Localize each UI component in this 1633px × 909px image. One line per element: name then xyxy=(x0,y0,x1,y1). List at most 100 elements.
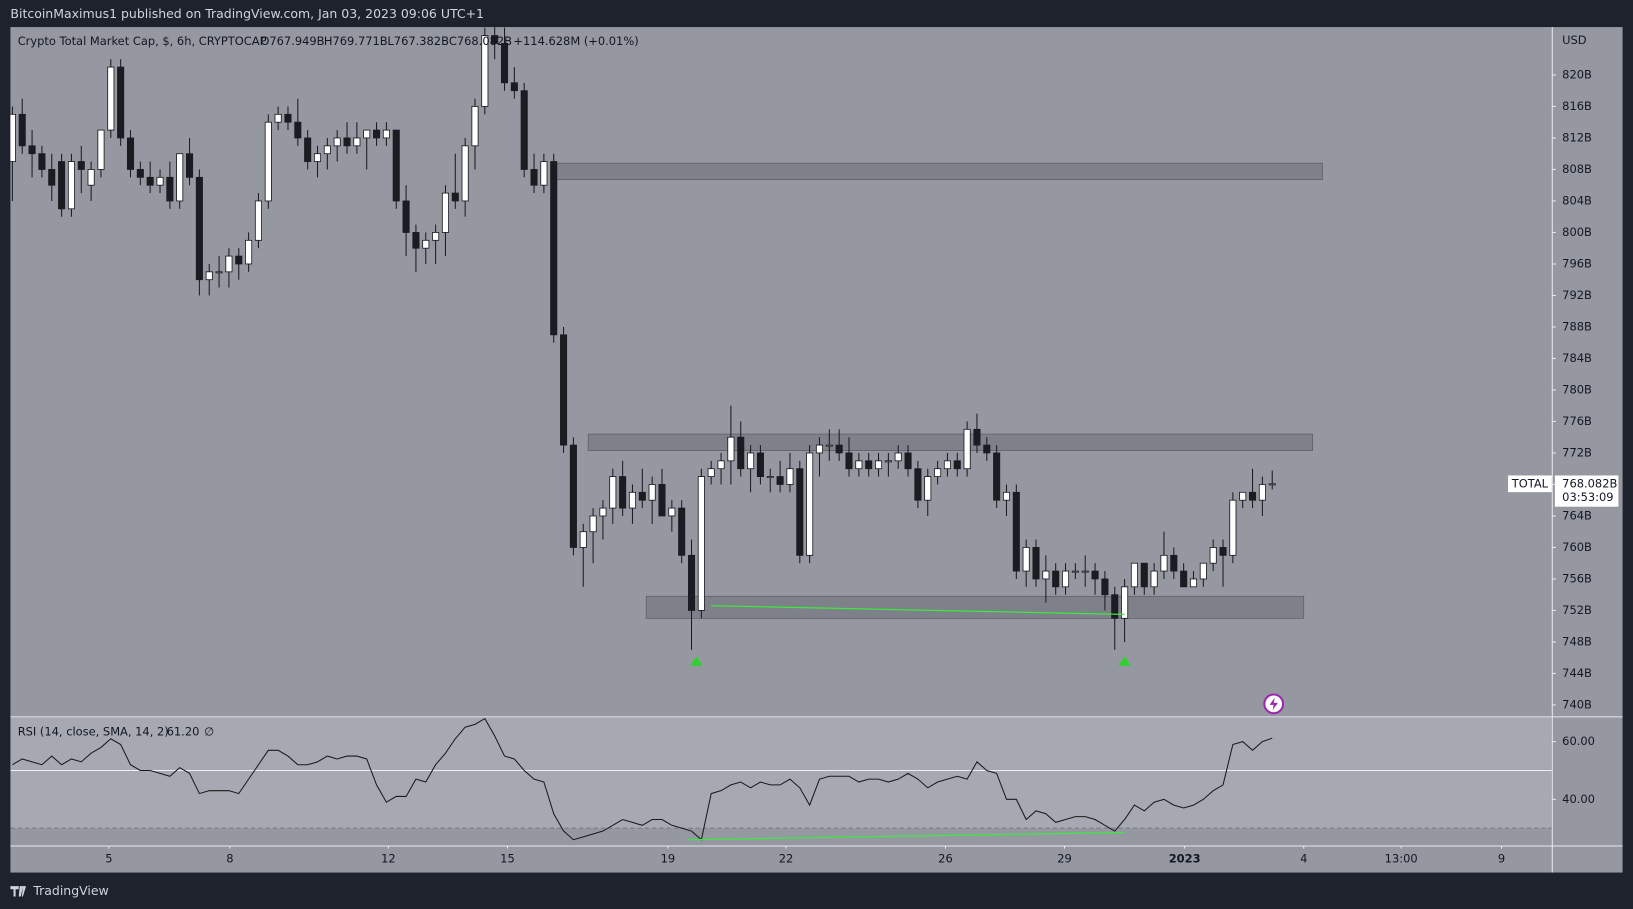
candle-body xyxy=(707,468,715,477)
candle-body xyxy=(215,271,223,274)
candle-body xyxy=(117,66,125,139)
candle-body xyxy=(254,200,262,241)
candle-body xyxy=(1042,570,1050,580)
ohlc-label: L767.382B xyxy=(387,34,449,48)
candle-body xyxy=(382,129,390,139)
candle-body xyxy=(146,176,154,186)
candle-body xyxy=(1052,570,1060,588)
candle-body xyxy=(973,428,981,446)
candle-body xyxy=(1239,491,1247,501)
zone xyxy=(587,433,1313,451)
candle-body xyxy=(1091,570,1099,580)
candle-body xyxy=(1032,547,1040,580)
candle-body xyxy=(294,121,302,139)
candle-body xyxy=(1071,570,1079,573)
candle-body xyxy=(668,507,676,517)
signal-marker xyxy=(1118,656,1131,666)
candle-body xyxy=(333,137,341,147)
y-tick-label: 800B xyxy=(1562,225,1592,239)
candle-body xyxy=(786,468,794,485)
candle-body xyxy=(313,153,322,162)
candle-body xyxy=(1150,570,1158,588)
candle-body xyxy=(756,452,764,477)
candle-body xyxy=(1012,491,1020,572)
candle-body xyxy=(983,444,991,454)
candle-body xyxy=(560,334,568,446)
x-tick-label: 19 xyxy=(661,852,676,866)
candle-body xyxy=(894,452,902,462)
zone xyxy=(645,595,1305,619)
x-tick-label: 29 xyxy=(1057,852,1072,866)
candle-body xyxy=(67,161,75,210)
candle-body xyxy=(136,169,144,178)
candle-body xyxy=(806,452,814,556)
x-tick-label: 9 xyxy=(1498,852,1505,866)
candle-body xyxy=(491,35,499,44)
candle-body xyxy=(205,271,213,281)
candle-body xyxy=(323,145,331,155)
candle-body xyxy=(569,444,577,548)
candle-body xyxy=(1170,554,1178,572)
candle-body xyxy=(904,452,912,470)
zone xyxy=(551,162,1323,181)
divergence-line xyxy=(711,605,1125,616)
rsi-line xyxy=(12,717,1273,841)
candle-body xyxy=(1111,594,1119,619)
x-tick-label: 4 xyxy=(1300,852,1307,866)
candle-body xyxy=(1160,554,1168,572)
candle-body xyxy=(687,554,696,611)
candle-body xyxy=(884,460,892,463)
y-tick-label: 752B xyxy=(1562,603,1592,617)
x-tick-label: 5 xyxy=(105,852,112,866)
symbol-tag: TOTAL xyxy=(1511,476,1549,490)
candle-body xyxy=(1121,586,1129,619)
candle-body xyxy=(186,153,194,178)
candle-body xyxy=(195,176,203,281)
y-tick-label: 804B xyxy=(1562,193,1592,207)
candle-body xyxy=(619,476,627,509)
y-tick-label: 796B xyxy=(1562,256,1592,270)
candle-body xyxy=(1101,578,1109,596)
candle-body xyxy=(245,239,253,265)
candle-body xyxy=(156,176,164,186)
candle-body xyxy=(77,161,85,170)
chart-title: Crypto Total Market Cap, $, 6h, CRYPTOCA… xyxy=(18,34,267,48)
candle-body xyxy=(166,176,174,202)
candle-body xyxy=(1189,578,1198,588)
candle-body xyxy=(353,137,361,147)
candle-body xyxy=(402,200,410,233)
divergence-line xyxy=(686,831,1125,841)
candle-body xyxy=(274,113,282,123)
indicator-title: RSI (14, close, SMA, 14, 2) xyxy=(18,724,169,738)
candle-body xyxy=(481,35,489,107)
x-tick-label: 15 xyxy=(500,852,515,866)
candle-body xyxy=(697,476,705,611)
candle-body xyxy=(1002,491,1011,501)
candle-body xyxy=(540,161,548,186)
candle-body xyxy=(658,484,666,517)
candle-body xyxy=(796,468,804,556)
y-tick-label: 784B xyxy=(1562,351,1592,365)
y-tick-label: 816B xyxy=(1562,99,1592,113)
candle-body xyxy=(550,161,558,336)
candle-body xyxy=(432,232,440,241)
candle-body xyxy=(107,66,115,131)
candle-body xyxy=(865,460,873,470)
indicator-value: 61.20 xyxy=(167,724,200,738)
candle-body xyxy=(1081,570,1089,573)
price-tag: 768.082B xyxy=(1562,476,1617,490)
candle-body xyxy=(87,169,95,186)
y-tick-label: 744B xyxy=(1562,666,1592,680)
candle-body xyxy=(648,484,656,501)
candle-body xyxy=(373,129,381,139)
candle-body xyxy=(530,169,538,186)
candle-body xyxy=(176,153,184,202)
currency-label: USD xyxy=(1562,33,1587,47)
candle-body xyxy=(304,137,312,162)
y-tick-label: 776B xyxy=(1562,414,1592,428)
candle-body xyxy=(264,121,272,202)
candle-body xyxy=(628,491,637,509)
pane-1 xyxy=(10,717,1552,841)
candle-body xyxy=(500,43,509,84)
